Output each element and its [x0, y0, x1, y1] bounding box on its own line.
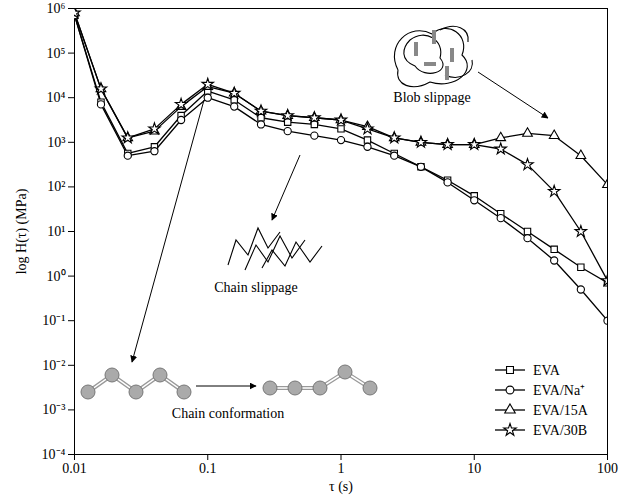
svg-text:Chain conformation: Chain conformation	[172, 406, 284, 421]
svg-text:EVA/15A: EVA/15A	[533, 403, 589, 418]
svg-text:0.1: 0.1	[199, 461, 217, 476]
svg-text:10⁵: 10⁵	[47, 46, 66, 61]
svg-text:EVA/Na⁺: EVA/Na⁺	[533, 383, 585, 398]
svg-text:10⁰: 10⁰	[47, 269, 66, 284]
svg-text:10³: 10³	[47, 135, 65, 150]
svg-text:0.01: 0.01	[62, 461, 87, 476]
svg-text:100: 100	[597, 461, 618, 476]
svg-text:10⁻³: 10⁻³	[42, 402, 65, 417]
svg-text:10⁻²: 10⁻²	[42, 358, 65, 373]
svg-text:log H(τ) (MPa): log H(τ) (MPa)	[14, 188, 30, 274]
svg-text:10²: 10²	[47, 179, 65, 194]
svg-text:τ (s): τ (s)	[329, 479, 353, 495]
svg-text:Blob slippage: Blob slippage	[393, 90, 470, 105]
svg-text:10⁻¹: 10⁻¹	[42, 313, 65, 328]
svg-text:10⁶: 10⁶	[47, 1, 66, 16]
svg-text:10: 10	[467, 461, 481, 476]
svg-text:1: 1	[338, 461, 345, 476]
svg-text:10⁴: 10⁴	[47, 90, 66, 105]
svg-text:10¹: 10¹	[47, 224, 65, 239]
svg-text:EVA/30B: EVA/30B	[533, 423, 587, 438]
svg-text:Chain slippage: Chain slippage	[214, 280, 298, 295]
svg-text:EVA: EVA	[533, 363, 561, 378]
svg-text:10⁻⁴: 10⁻⁴	[42, 447, 66, 462]
